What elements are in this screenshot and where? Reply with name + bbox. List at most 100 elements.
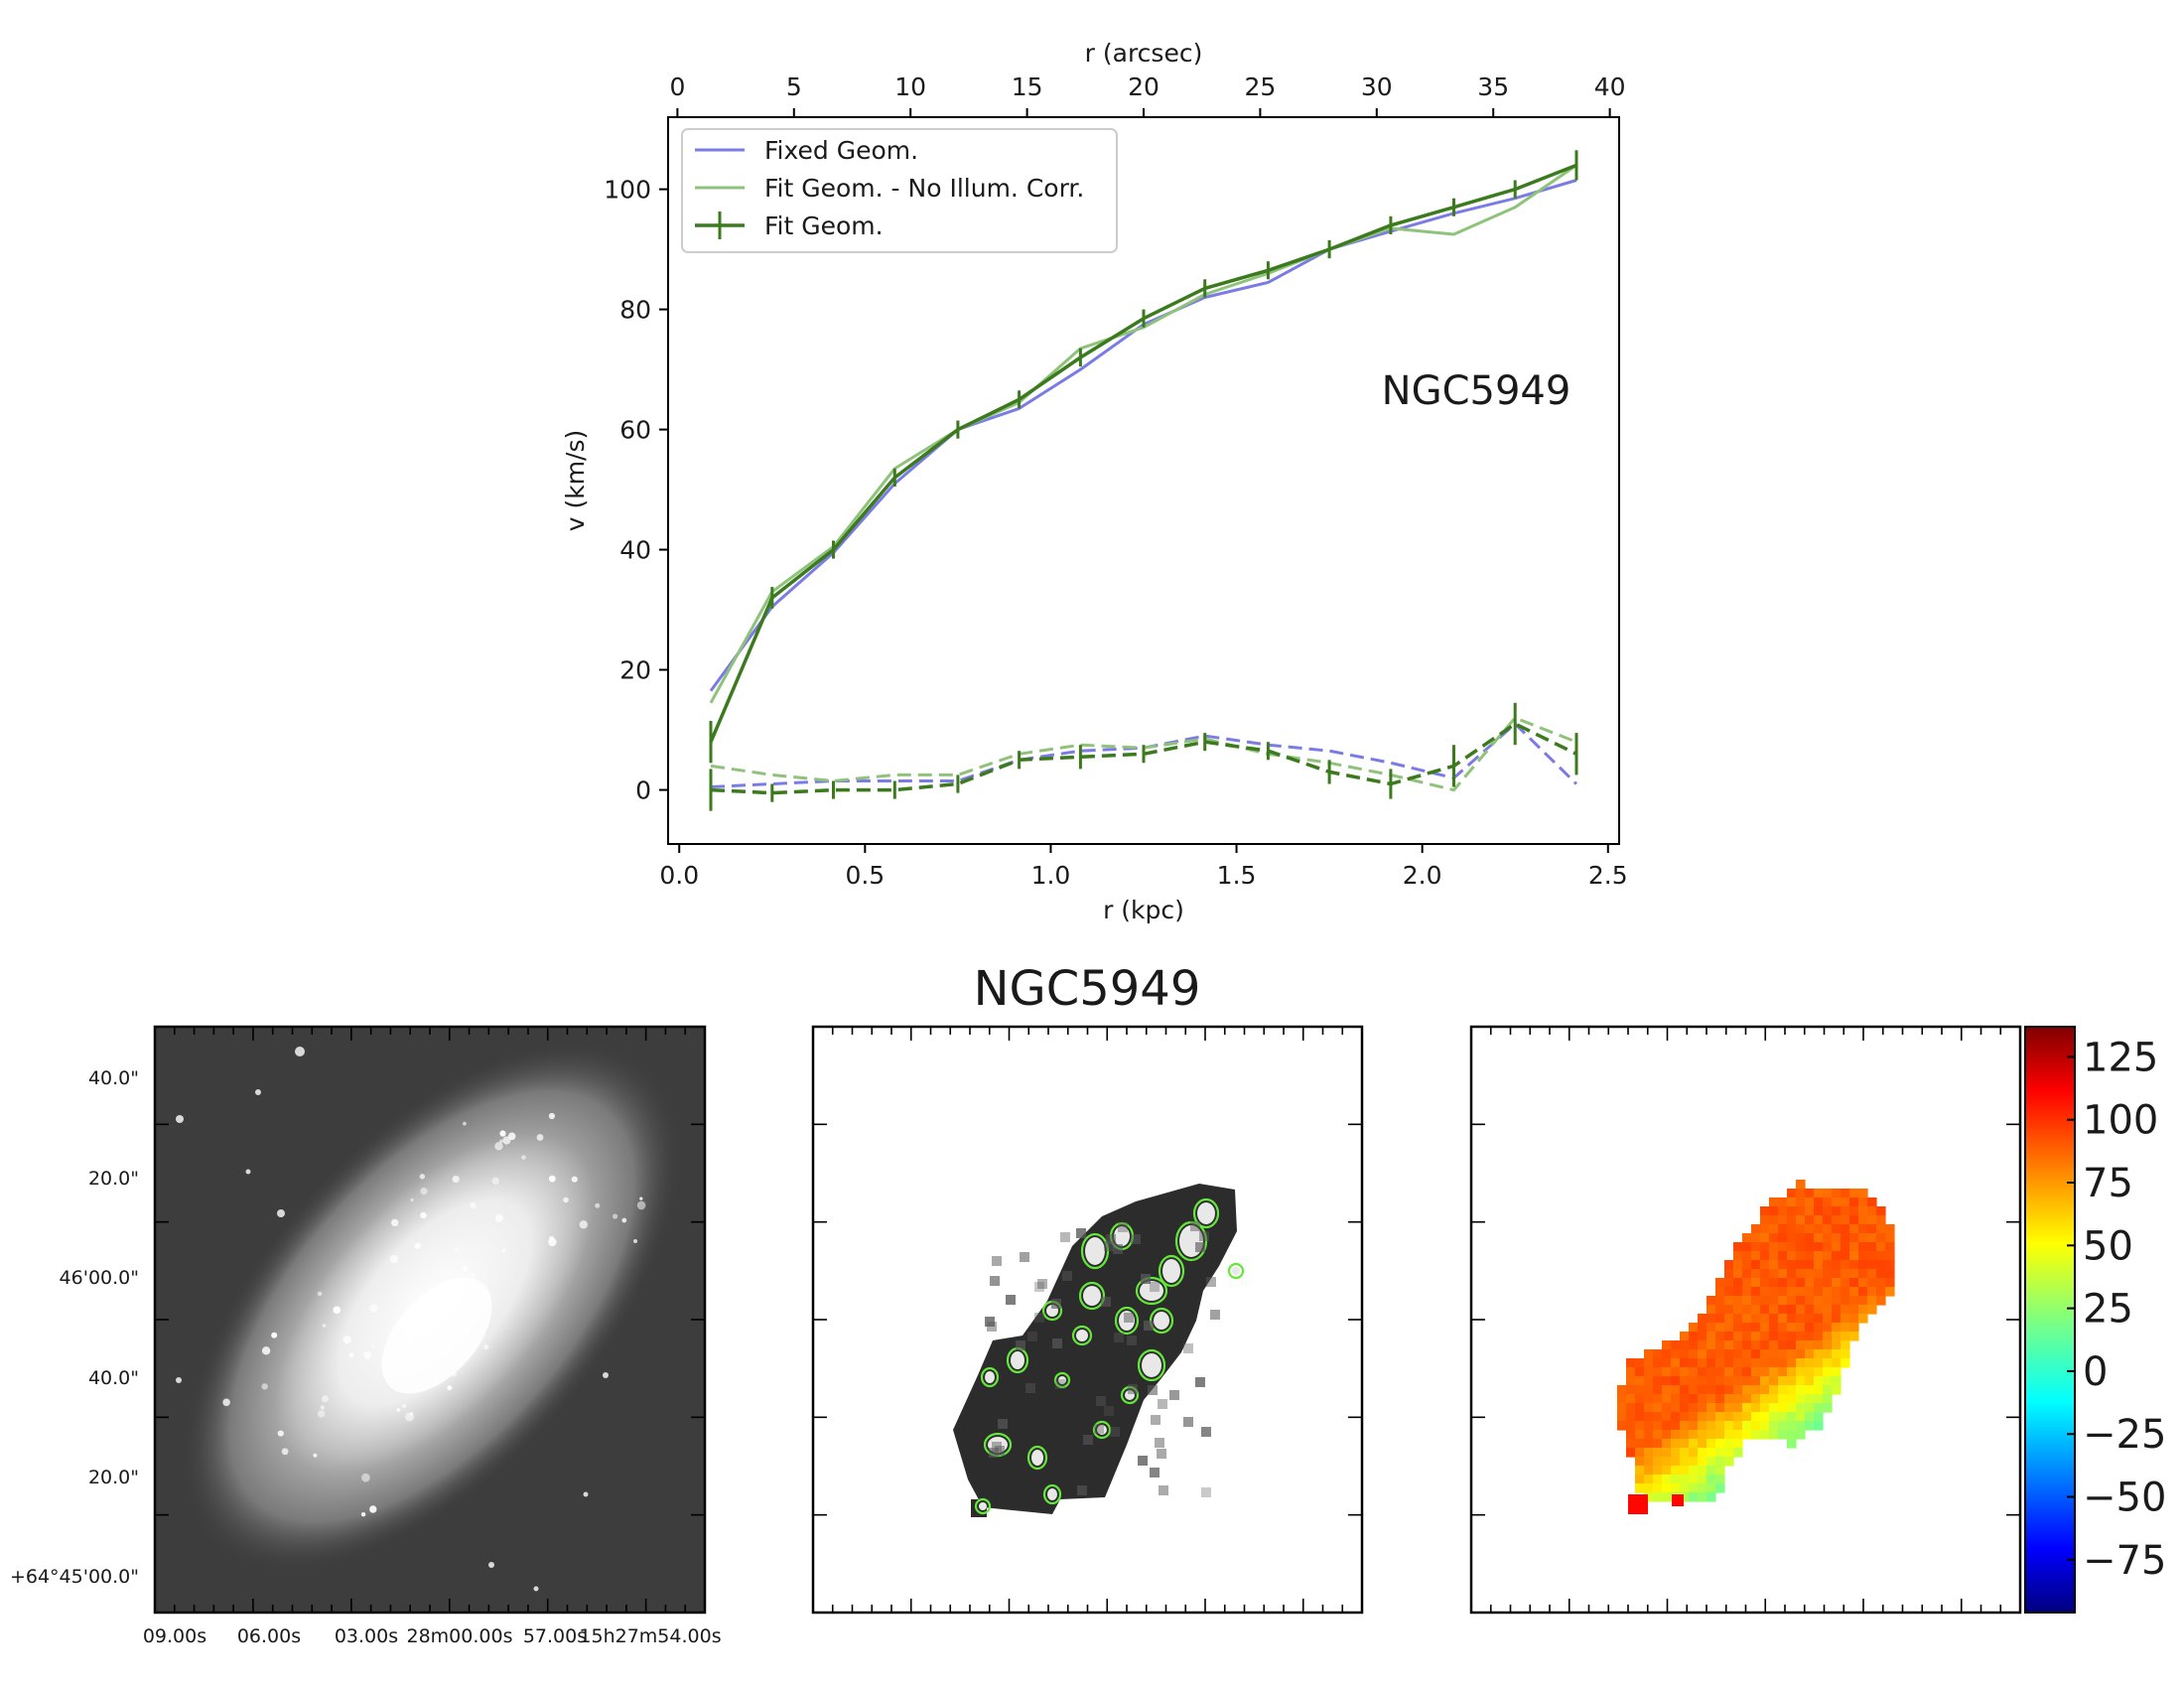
intensity-pixel bbox=[1159, 1485, 1168, 1495]
velocity-pixel bbox=[1653, 1475, 1663, 1484]
emission-knot bbox=[1197, 1202, 1215, 1224]
velocity-pixel bbox=[1644, 1385, 1654, 1395]
velocity-pixel bbox=[1751, 1251, 1761, 1261]
velocity-pixel bbox=[1769, 1251, 1779, 1261]
velocity-pixel bbox=[1805, 1314, 1815, 1324]
top-x-tick-label: 30 bbox=[1361, 72, 1393, 101]
velocity-pixel bbox=[1858, 1314, 1868, 1324]
velocity-pixel bbox=[1662, 1412, 1672, 1422]
rotation-curve-ticks: 0.0 0.5 1.0 1.5 2.0 2.5 0 20 40 60 80 100 0 5 10 15 20 25… bbox=[604, 72, 1627, 890]
velocity-pixel bbox=[1742, 1376, 1752, 1386]
velocity-pixel bbox=[1787, 1296, 1797, 1306]
hii-knot bbox=[414, 1387, 419, 1391]
hii-knot bbox=[281, 1448, 289, 1456]
velocity-pixel bbox=[1823, 1358, 1833, 1368]
velocity-pixel bbox=[1805, 1332, 1815, 1341]
velocity-pixel bbox=[1858, 1233, 1868, 1243]
hii-knot bbox=[414, 1242, 421, 1249]
velocity-pixel bbox=[1832, 1242, 1842, 1252]
velocity-pixel bbox=[1680, 1421, 1690, 1431]
dec-tick-labels: 40.0" 20.0" 46'00.0" 40.0" 20.0" +64°45'… bbox=[10, 1067, 139, 1588]
velocity-pixel bbox=[1680, 1412, 1690, 1422]
ra-tick-label: 15h27m54.00s bbox=[579, 1625, 721, 1647]
velocity-pixel bbox=[1760, 1332, 1770, 1341]
velocity-pixel bbox=[1733, 1403, 1743, 1413]
velocity-pixel bbox=[1689, 1403, 1699, 1413]
velocity-pixel bbox=[1832, 1385, 1842, 1395]
velocity-pixel bbox=[1769, 1278, 1779, 1288]
velocity-pixel bbox=[1796, 1340, 1806, 1350]
intensity-pixel bbox=[1006, 1295, 1016, 1305]
emission-knot bbox=[1154, 1312, 1169, 1330]
star bbox=[633, 1239, 637, 1243]
velocity-pixel bbox=[1680, 1349, 1690, 1359]
velocity-pixel bbox=[1724, 1323, 1734, 1333]
velocity-pixel bbox=[1635, 1439, 1645, 1449]
velocity-pixel bbox=[1858, 1296, 1868, 1306]
velocity-pixel bbox=[1706, 1349, 1716, 1359]
velocity-pixel bbox=[1787, 1332, 1797, 1341]
velocity-pixel bbox=[1796, 1260, 1806, 1270]
velocity-pixel bbox=[1832, 1251, 1842, 1261]
intensity-pixel bbox=[1124, 1313, 1134, 1323]
contour bbox=[1137, 1348, 1166, 1382]
optical-ticks bbox=[155, 1027, 705, 1613]
velocity-pixel bbox=[1751, 1260, 1761, 1270]
emission-knot bbox=[979, 1502, 987, 1510]
velocity-pixel bbox=[1742, 1323, 1752, 1333]
velocity-pixel bbox=[1680, 1492, 1690, 1502]
intensity-pixel bbox=[992, 1256, 1002, 1266]
velocity-pixel bbox=[1823, 1215, 1833, 1225]
velocity-pixel bbox=[1841, 1278, 1850, 1288]
contour bbox=[1135, 1276, 1168, 1306]
hii-knot bbox=[391, 1218, 399, 1227]
velocity-pixel bbox=[1787, 1278, 1797, 1288]
velocity-pixel bbox=[1849, 1242, 1859, 1252]
velocity-pixel bbox=[1760, 1376, 1770, 1386]
velocity-pixel bbox=[1805, 1376, 1815, 1386]
intensity-pixel bbox=[1169, 1390, 1179, 1400]
velocity-pixel bbox=[1698, 1340, 1707, 1350]
velocity-pixel bbox=[1858, 1269, 1868, 1279]
hii-knot bbox=[333, 1306, 341, 1315]
velocity-pixel bbox=[1760, 1430, 1770, 1440]
velocity-pixel bbox=[1706, 1385, 1716, 1395]
velocity-pixel bbox=[1858, 1242, 1868, 1252]
velocity-pixel bbox=[1617, 1403, 1627, 1413]
velocity-pixel bbox=[1769, 1305, 1779, 1315]
contour bbox=[974, 1497, 992, 1515]
velocity-pixel bbox=[1635, 1466, 1645, 1476]
velocity-pixel bbox=[1626, 1448, 1636, 1458]
colorbar-tick-label: 100 bbox=[2083, 1098, 2158, 1144]
velocity-pixel bbox=[1778, 1206, 1788, 1216]
velocity-pixel bbox=[1778, 1376, 1788, 1386]
velocity-pixel bbox=[1814, 1260, 1824, 1270]
intensity-pixel bbox=[1062, 1271, 1072, 1281]
velocity-pixel bbox=[1823, 1394, 1833, 1404]
velocity-pixel bbox=[1617, 1412, 1627, 1422]
velocity-pixel bbox=[1751, 1287, 1761, 1297]
velocity-pixel bbox=[1796, 1376, 1806, 1386]
velocity-pixel bbox=[1796, 1367, 1806, 1377]
velocity-pixel bbox=[1724, 1314, 1734, 1324]
velocity-pixel bbox=[1698, 1332, 1707, 1341]
velocity-pixel bbox=[1849, 1287, 1859, 1297]
velocity-pixel bbox=[1823, 1260, 1833, 1270]
velocity-pixel bbox=[1787, 1367, 1797, 1377]
velocity-pixel bbox=[1867, 1260, 1877, 1270]
velocity-pixel bbox=[1769, 1269, 1779, 1279]
velocity-pixel bbox=[1742, 1269, 1752, 1279]
velocity-pixel bbox=[1760, 1242, 1770, 1252]
intensity-pixel bbox=[1206, 1277, 1216, 1287]
velocity-pixel bbox=[1805, 1269, 1815, 1279]
velocity-pixel bbox=[1724, 1349, 1734, 1359]
velocity-pixel bbox=[1849, 1189, 1859, 1198]
velocity-pixel bbox=[1778, 1412, 1788, 1422]
star bbox=[176, 1115, 184, 1123]
velocity-pixel bbox=[1751, 1421, 1761, 1431]
velocity-pixel bbox=[1689, 1349, 1699, 1359]
velocity-pixel bbox=[1671, 1483, 1681, 1493]
velocity-pixel bbox=[1841, 1349, 1850, 1359]
velocity-pixel bbox=[1832, 1269, 1842, 1279]
velocity-pixel bbox=[1849, 1215, 1859, 1225]
